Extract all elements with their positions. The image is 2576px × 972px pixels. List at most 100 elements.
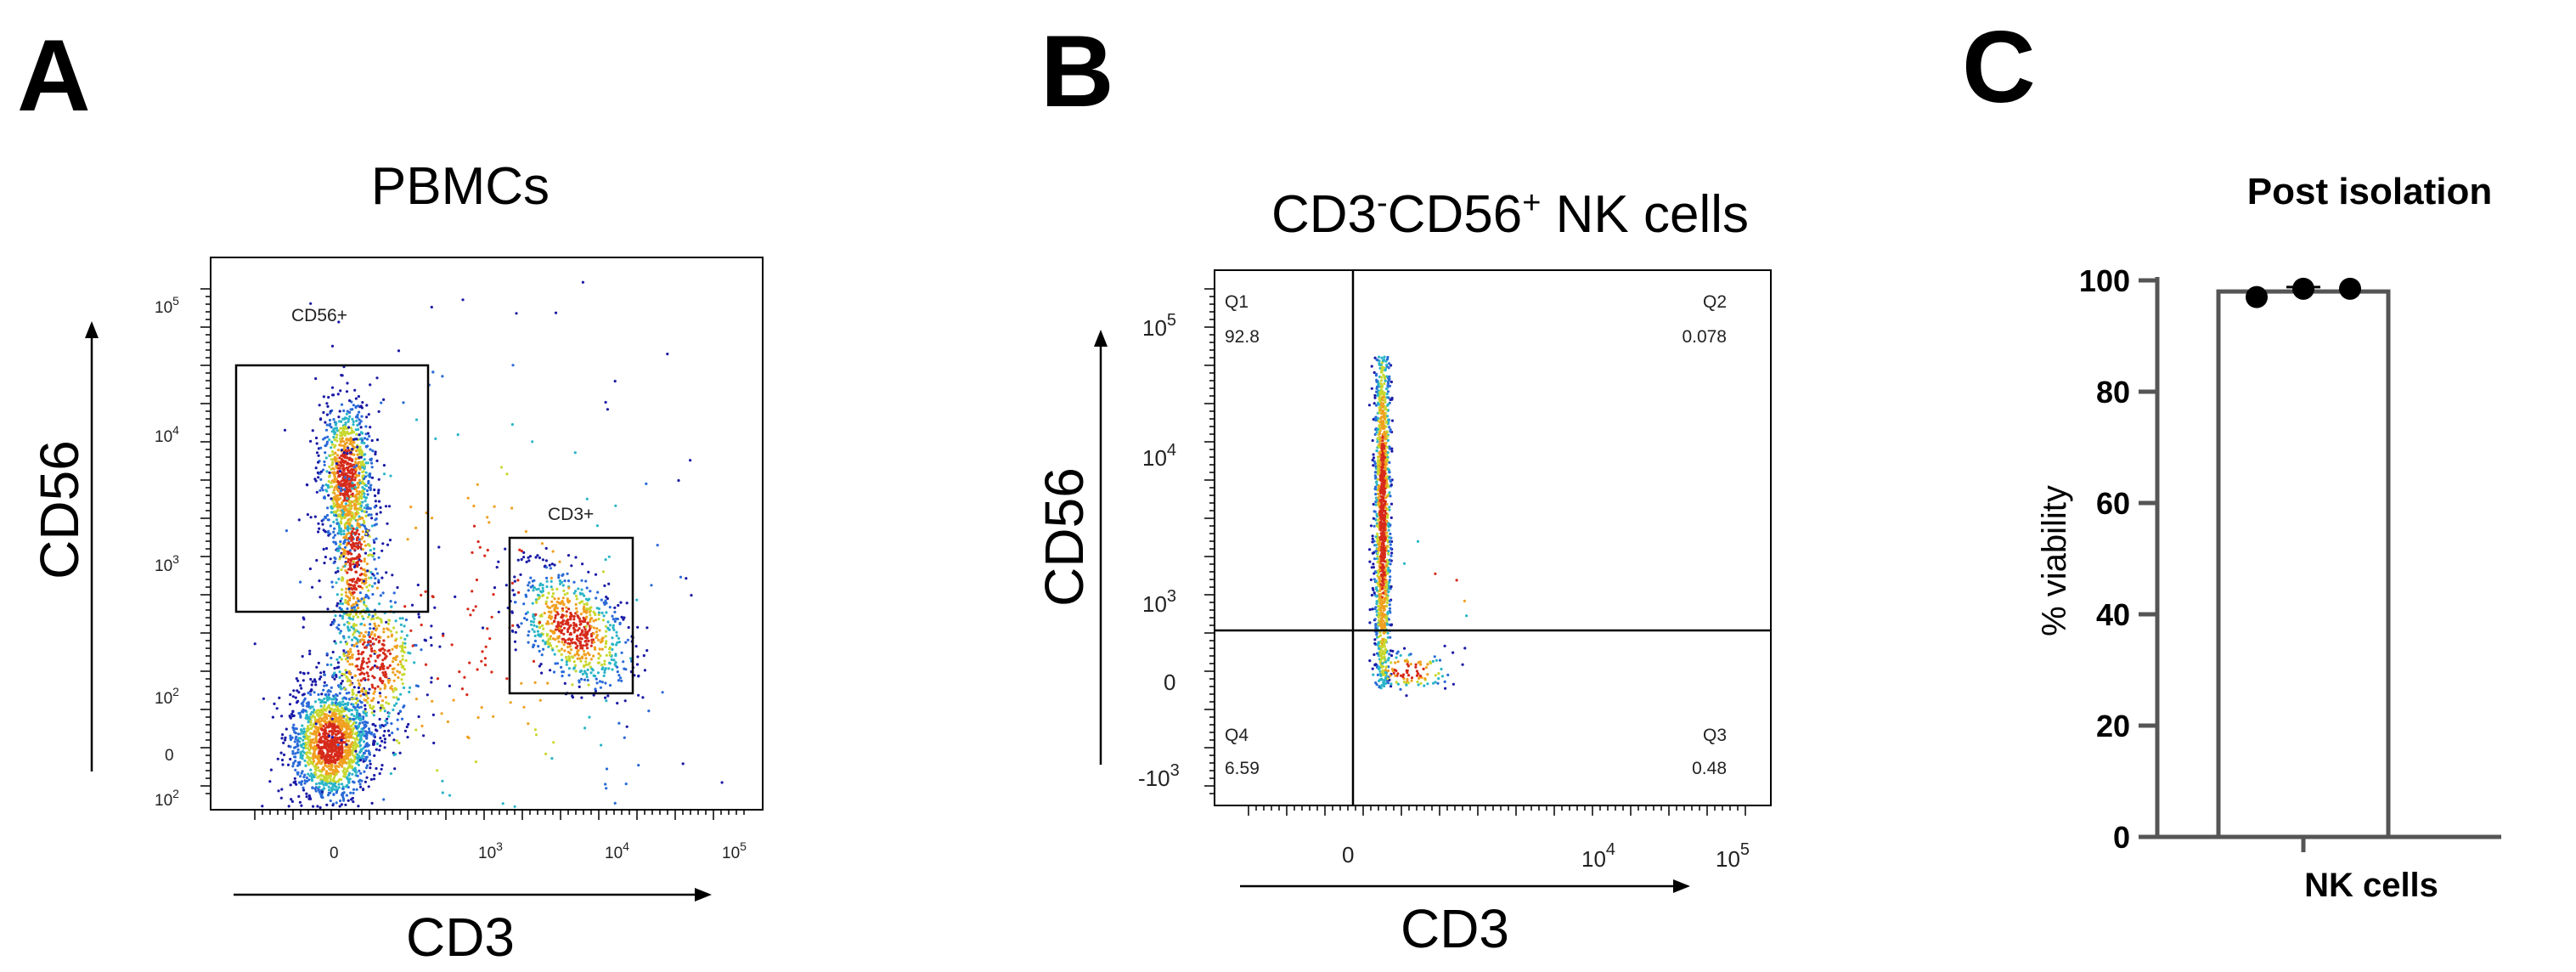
a-event-main: [299, 714, 302, 718]
a-event-cd3: [585, 615, 589, 619]
a-event-main: [376, 701, 380, 704]
a-event-main: [346, 752, 349, 755]
a-event-sparse: [613, 801, 617, 805]
a-event-main: [320, 745, 324, 749]
a-event-sparse: [515, 312, 518, 315]
a-event-main: [378, 692, 381, 695]
a-event-main: [307, 721, 310, 724]
a-event-main: [304, 741, 307, 744]
a-event-cd56: [324, 428, 329, 432]
a-event-cd56-tail: [344, 569, 347, 573]
a-event-bridge: [357, 649, 360, 653]
a-event-bridge: [376, 616, 380, 619]
a-event-main: [306, 725, 310, 728]
a-event-cd56: [361, 500, 364, 504]
a-event-cd3: [565, 660, 568, 664]
a-event-bridge: [356, 699, 359, 703]
a-event-cd56-tail: [357, 545, 360, 549]
a-event-cd3: [578, 623, 582, 626]
a-event-cd56-tail: [354, 506, 358, 509]
a-event-cd56: [341, 467, 345, 471]
a-event-sparse: [492, 593, 495, 596]
a-event-main: [327, 771, 330, 775]
a-event-cd56: [364, 432, 368, 436]
a-event-cd56-tail: [377, 489, 380, 492]
a-event-sparse: [452, 698, 455, 702]
a-event-bridge: [343, 687, 347, 691]
a-event-main: [309, 756, 313, 760]
a-event-cd56: [358, 418, 361, 421]
a-event-main: [319, 751, 323, 754]
a-event-main: [280, 788, 284, 791]
a-event-cd56: [344, 421, 347, 425]
a-event-cd56-tail: [323, 562, 326, 565]
a-event-cd56-tail: [366, 503, 369, 506]
a-event-main: [315, 730, 318, 733]
a-event-sparse: [382, 798, 386, 801]
a-event-main: [323, 681, 326, 684]
a-event-cd56: [333, 498, 336, 501]
a-event-cd56: [358, 410, 361, 414]
a-event-bridge: [380, 576, 384, 579]
a-event-cd3: [567, 667, 572, 670]
a-event-main: [358, 783, 362, 786]
a-event-bridge: [387, 649, 391, 653]
a-event-cd56: [373, 488, 376, 492]
a-event-bridge: [397, 663, 400, 666]
a-event-cd3: [612, 628, 616, 632]
a-event-cd56: [325, 413, 329, 416]
a-event-main: [302, 786, 305, 789]
a-event-main: [372, 743, 375, 747]
a-event-cd56-tail: [347, 531, 351, 535]
a-event-cd56: [345, 390, 349, 393]
a-event-bridge: [334, 571, 337, 574]
panel-b-events: [1367, 355, 1468, 698]
a-event-bridge: [354, 702, 358, 705]
a-event-main: [338, 704, 341, 708]
a-event-cd3: [572, 641, 577, 644]
a-event-main: [345, 785, 348, 788]
a-event-bridge: [349, 617, 352, 620]
a-event-cd56: [317, 530, 320, 534]
a-event-bridge: [362, 638, 365, 642]
a-event-cd56-tail: [342, 451, 346, 455]
a-event-sparse: [511, 624, 515, 627]
a-event-cd3: [595, 677, 598, 681]
a-event-main: [329, 777, 332, 781]
a-event-cd3: [600, 611, 604, 615]
a-event-cd56-tail: [344, 502, 347, 506]
a-event-cd56-tail: [352, 627, 356, 630]
a-event-cd56-tail: [355, 545, 358, 549]
a-event-cd3: [568, 642, 572, 646]
a-event-cd56: [309, 516, 313, 519]
a-event-cd56: [324, 436, 327, 440]
a-event-cd56: [339, 389, 342, 393]
panel-a-xlabel: CD3: [406, 907, 515, 968]
a-event-cd56: [337, 320, 341, 324]
a-event-main: [323, 744, 326, 748]
a-event-sparse: [607, 555, 611, 558]
a-event-bridge: [391, 574, 394, 577]
a-event-sparse: [420, 623, 423, 627]
a-event-cd3: [536, 630, 540, 633]
a-event-sparse: [472, 504, 476, 508]
b-event-nk: [1373, 557, 1377, 561]
a-event-cd56-tail: [335, 514, 338, 517]
a-event-main: [380, 739, 384, 743]
a-event-cd56-tail: [369, 623, 372, 626]
a-event-cd3: [561, 613, 564, 617]
a-event-bridge: [343, 673, 347, 676]
a-event-cd56: [324, 421, 327, 424]
a-event-cd56-tail: [350, 625, 353, 629]
a-event-cd3: [589, 620, 592, 624]
a-event-bridge: [347, 653, 351, 656]
b-event-nk: [1372, 502, 1375, 506]
a-event-bridge: [366, 665, 369, 669]
a-event-main: [287, 805, 290, 808]
a-event-main: [339, 702, 342, 705]
a-event-cd56: [348, 512, 352, 517]
a-event-cd3: [562, 589, 566, 593]
a-event-cd56: [349, 437, 352, 440]
a-event-sparse: [442, 634, 445, 637]
a-event-main: [305, 702, 309, 705]
